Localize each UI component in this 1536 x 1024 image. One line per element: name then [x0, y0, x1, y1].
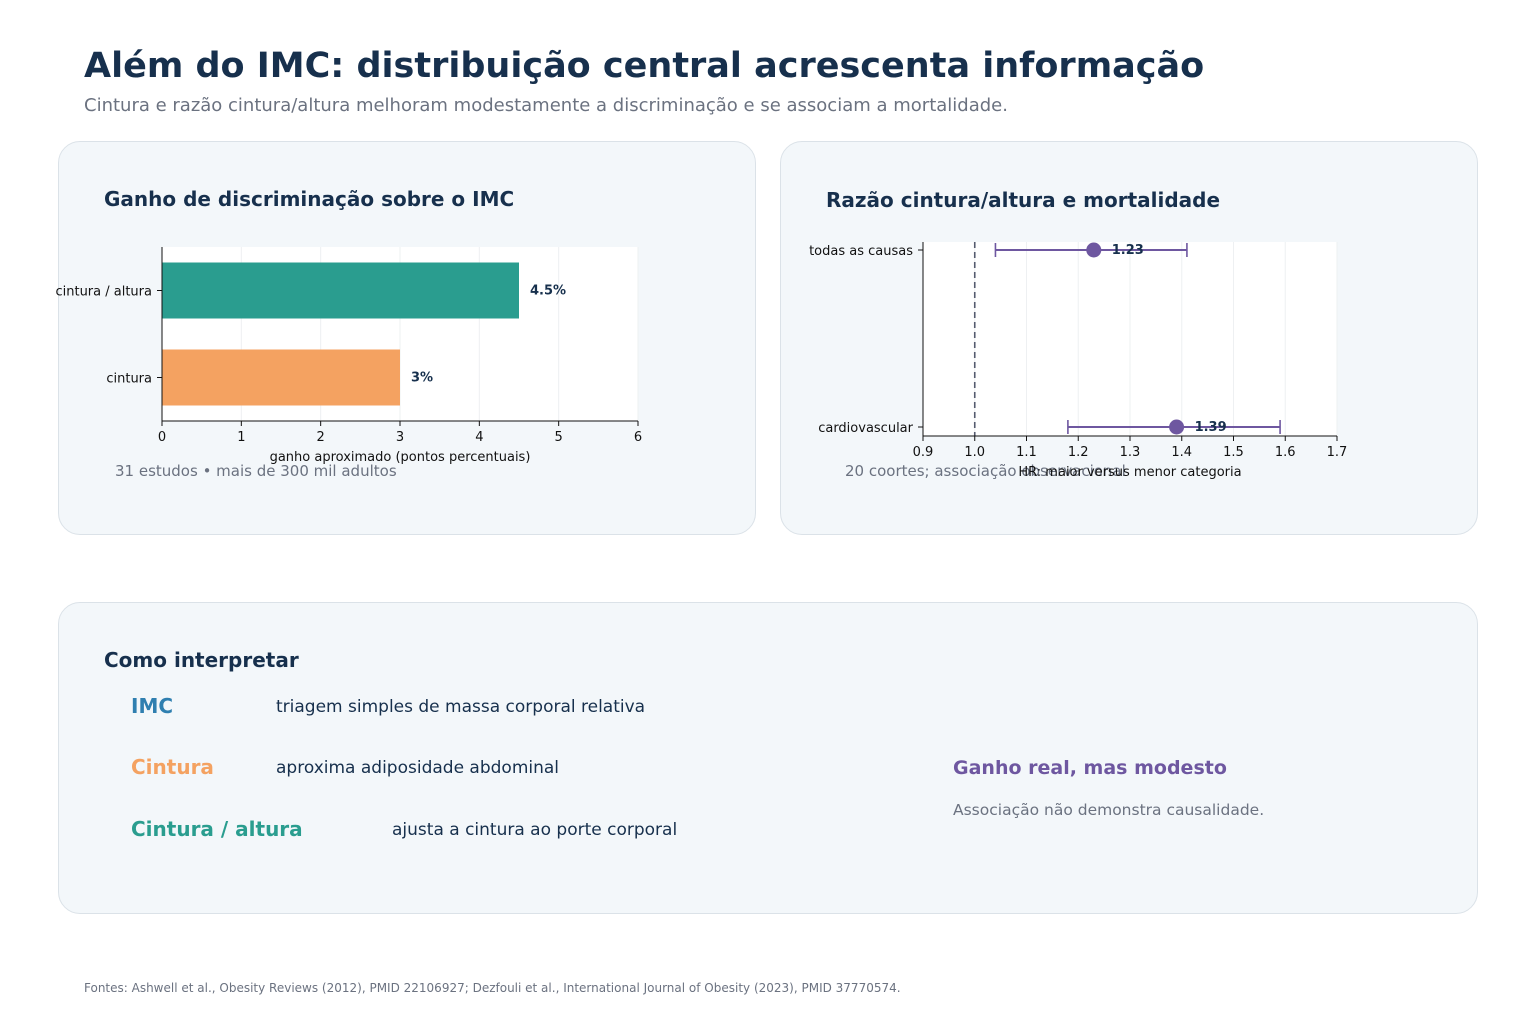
mortality-forest-chart: 1.23 todas as causas 1.39 cardiovascular0.9…	[809, 242, 1347, 480]
bar-x-tick-label: 4	[475, 430, 483, 445]
discrimination-bar-chart: 4.5% cintura / altura 3% cintura 0 1 2 3 4 5 6 ganh…	[55, 247, 642, 465]
term-imc-name: IMC	[131, 694, 174, 718]
bar-1	[162, 349, 400, 406]
term-cintura-altura-name: Cintura / altura	[131, 817, 303, 841]
callout-text: Associação não demonstra causalidade.	[953, 801, 1265, 819]
bar-x-tick-label: 5	[555, 430, 563, 445]
bar-category-label: cintura / altura	[55, 285, 152, 300]
discrimination-card: Ganho de discriminação sobre o IMC 4.5% c…	[55, 141, 756, 535]
forest-x-tick-label: 1.7	[1327, 445, 1348, 460]
term-cintura-name: Cintura	[131, 755, 214, 779]
forest-value-label: 1.39	[1195, 420, 1227, 435]
discrimination-chart-title: Ganho de discriminação sobre o IMC	[104, 187, 515, 211]
bar-x-tick-label: 3	[396, 430, 404, 445]
forest-x-axis-label: HR: maior versus menor categoria	[1018, 465, 1241, 480]
forest-x-tick-label: 1.5	[1223, 445, 1244, 460]
bar-x-tick-label: 1	[237, 430, 245, 445]
page-title: Além do IMC: distribuição central acresc…	[84, 46, 1205, 86]
interpretation-title: Como interpretar	[104, 648, 299, 672]
mortality-chart-title: Razão cintura/altura e mortalidade	[826, 188, 1221, 212]
bar-value-label: 3%	[411, 371, 433, 386]
forest-x-tick-label: 1.1	[1016, 445, 1037, 460]
interpretation-card: Como interpretar IMC triagem simples de …	[58, 602, 1478, 914]
callout-title: Ganho real, mas modesto	[953, 757, 1227, 779]
forest-point	[1086, 242, 1102, 258]
bar-x-tick-label: 0	[158, 430, 166, 445]
forest-x-tick-label: 1.4	[1171, 445, 1192, 460]
sources-footer: Fontes: Ashwell et al., Obesity Reviews …	[84, 981, 901, 995]
forest-value-label: 1.23	[1112, 243, 1144, 258]
mortality-card: Razão cintura/altura e mortalidade 20 co…	[780, 141, 1478, 535]
mortality-note: 20 coortes; associação observacional	[845, 462, 1126, 480]
forest-x-tick-label: 1.3	[1120, 445, 1141, 460]
discrimination-note: 31 estudos • mais de 300 mil adultos	[115, 462, 397, 480]
forest-x-tick-label: 0.9	[913, 445, 934, 460]
term-imc-desc: triagem simples de massa corporal relati…	[276, 697, 646, 717]
forest-x-tick-label: 1.2	[1068, 445, 1089, 460]
term-cintura-desc: aproxima adiposidade abdominal	[276, 758, 560, 778]
term-cintura-altura-desc: ajusta a cintura ao porte corporal	[392, 820, 678, 840]
bar-x-tick-label: 2	[317, 430, 325, 445]
bar-value-label: 4.5%	[530, 284, 566, 299]
page-subtitle: Cintura e razão cintura/altura melhoram …	[84, 95, 1008, 116]
bar-x-axis-label: ganho aproximado (pontos percentuais)	[270, 450, 531, 465]
forest-category-label: todas as causas	[809, 244, 913, 259]
forest-point	[1169, 419, 1185, 435]
bar-x-tick-label: 6	[634, 430, 642, 445]
forest-x-tick-label: 1.6	[1275, 445, 1296, 460]
bar-0	[162, 262, 519, 319]
forest-x-tick-label: 1.0	[964, 445, 985, 460]
bar-category-label: cintura	[106, 372, 152, 387]
forest-category-label: cardiovascular	[818, 421, 913, 436]
